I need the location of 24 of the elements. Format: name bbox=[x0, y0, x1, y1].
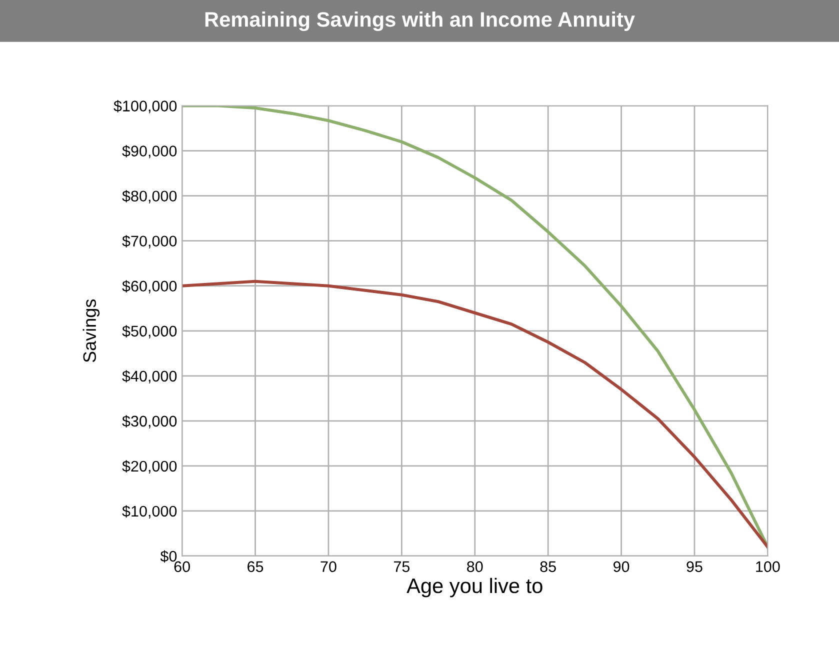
y-tick-label: $10,000 bbox=[122, 505, 177, 518]
x-tick-label: 100 bbox=[756, 561, 780, 572]
y-axis-title: Savings bbox=[82, 299, 100, 362]
x-tick-label: 70 bbox=[320, 561, 336, 572]
x-tick-label: 75 bbox=[394, 561, 410, 572]
line-series bbox=[182, 280, 768, 549]
x-tick-label: 80 bbox=[467, 561, 483, 572]
y-tick-label: $40,000 bbox=[122, 370, 177, 384]
y-tick-label: $60,000 bbox=[122, 280, 177, 294]
x-tick-label: 95 bbox=[686, 561, 702, 572]
y-tick-label: $50,000 bbox=[122, 325, 177, 338]
x-tick-label: 90 bbox=[614, 561, 630, 572]
y-tick-label: $90,000 bbox=[122, 145, 177, 158]
y-tick-label: $20,000 bbox=[122, 460, 177, 474]
x-tick-label: 65 bbox=[248, 561, 264, 572]
x-tick-label: 85 bbox=[540, 561, 556, 572]
y-tick-label: $30,000 bbox=[122, 415, 177, 428]
y-tick-label: $80,000 bbox=[122, 190, 177, 204]
x-axis-title: Age you live to bbox=[406, 578, 542, 598]
y-tick-label: $0 bbox=[160, 550, 177, 563]
y-tick-label: $70,000 bbox=[122, 235, 177, 248]
x-tick-label: 60 bbox=[174, 561, 190, 572]
y-tick-label: $100,000 bbox=[114, 100, 177, 114]
chart-title: Remaining Savings with an Income Annuity bbox=[205, 12, 635, 32]
